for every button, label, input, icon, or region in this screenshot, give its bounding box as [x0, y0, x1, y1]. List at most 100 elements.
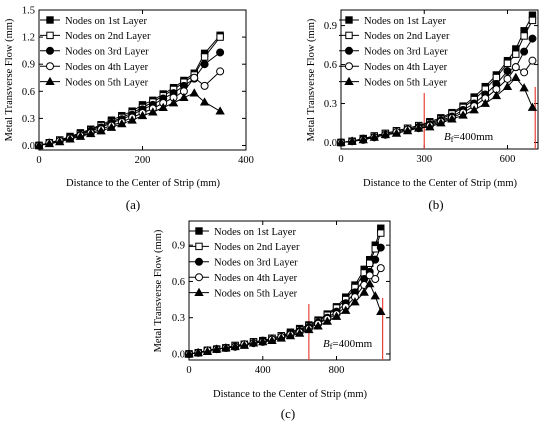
x-axis-label: Distance to the Center of Strip (mm)	[213, 389, 367, 400]
annotation-subscript: f	[330, 342, 333, 351]
data-point	[200, 53, 209, 61]
legend-marker	[46, 62, 54, 71]
data-point	[199, 97, 210, 106]
x-axis-label: Distance to the Center of Strip (mm)	[66, 178, 220, 189]
y-tick-label: 1.5	[22, 6, 35, 17]
data-point	[365, 279, 375, 288]
data-point	[527, 102, 538, 111]
chart-panel-2: 0 300 600 0.0 0.3 0.6 0.9 Distance to the Cente…	[306, 9, 539, 212]
y-tick-label: 1.2	[22, 33, 35, 44]
data-point	[377, 229, 385, 237]
annotation-value: =400mm	[332, 338, 372, 350]
y-tick-label: 0.3	[172, 313, 185, 324]
data-point	[502, 81, 513, 91]
y-axis-label: Metal Transverse Flow (mm)	[4, 18, 15, 141]
data-point	[391, 128, 402, 137]
data-point	[200, 81, 209, 90]
data-point	[158, 102, 168, 111]
data-point	[503, 59, 512, 67]
annotation-bf: Bf=400mm	[444, 131, 494, 144]
data-point	[520, 47, 529, 56]
data-point	[511, 72, 521, 81]
data-point	[376, 306, 386, 316]
data-point	[503, 67, 512, 76]
data-point	[376, 243, 385, 252]
legend-label: Nodes on 5th Layer	[364, 77, 448, 88]
data-point	[168, 98, 179, 107]
plot-frame	[340, 9, 539, 150]
legend-label: Nodes on 5th Layer	[65, 77, 149, 88]
y-tick-label: 0.9	[22, 60, 35, 71]
x-tick-label: 600	[500, 154, 516, 165]
annotation-bf: Bf=400mm	[323, 338, 373, 351]
legend-label: Nodes on 4th Layer	[364, 62, 448, 73]
data-point	[96, 126, 106, 135]
data-point	[371, 255, 380, 264]
data-point	[55, 137, 65, 146]
legend-marker	[46, 31, 54, 40]
data-point	[528, 56, 537, 65]
x-axis-label: Distance to the Center of Strip (mm)	[363, 178, 517, 189]
data-point	[216, 33, 224, 41]
data-point	[294, 328, 305, 337]
data-point	[106, 122, 117, 131]
data-point	[511, 63, 520, 72]
data-point	[216, 48, 225, 57]
data-point	[520, 68, 529, 77]
data-point	[402, 126, 413, 135]
series-5	[184, 279, 386, 358]
data-point	[189, 88, 199, 97]
data-point	[202, 346, 213, 355]
data-point	[137, 110, 148, 120]
y-tick-label: 0.9	[324, 21, 337, 32]
data-point	[258, 337, 268, 346]
legend-marker	[345, 31, 353, 40]
legend-label: Nodes on 2nd Layer	[364, 31, 450, 42]
data-point	[304, 324, 314, 334]
data-point	[211, 344, 222, 353]
y-tick-label: 0.3	[22, 114, 35, 125]
data-point	[117, 119, 127, 128]
y-axis-label: Metal Transverse Flow (mm)	[306, 18, 317, 141]
data-point	[248, 338, 259, 347]
data-point	[492, 73, 501, 82]
legend-marker	[345, 62, 353, 71]
legend-marker	[46, 16, 54, 24]
x-tick-label: 800	[329, 365, 345, 376]
data-point	[519, 83, 529, 92]
data-point	[512, 50, 520, 58]
data-point	[239, 340, 250, 349]
y-tick-label: 0.6	[172, 277, 185, 288]
legend-label: Nodes on 3rd Layer	[364, 47, 448, 58]
data-point	[86, 128, 96, 138]
data-point	[371, 275, 380, 284]
series-5	[336, 72, 538, 146]
data-point	[347, 136, 357, 145]
x-tick-label: 0	[338, 154, 343, 165]
data-point	[425, 122, 435, 131]
data-point	[469, 105, 479, 114]
data-point	[34, 140, 44, 149]
panel-label: (c)	[281, 406, 295, 421]
legend-marker	[344, 76, 354, 85]
y-tick-label: 0.6	[22, 87, 35, 98]
y-tick-label: 0.0	[324, 138, 337, 149]
x-tick-label: 0	[186, 365, 191, 376]
data-point	[365, 271, 374, 280]
data-point	[267, 335, 277, 345]
data-point	[75, 131, 86, 140]
annotation-symbol: B	[323, 338, 330, 350]
data-point	[322, 316, 332, 325]
y-axis-label: Metal Transverse Flow (mm)	[153, 229, 164, 352]
plot-frame	[188, 220, 391, 361]
data-point	[480, 98, 490, 107]
data-point	[503, 74, 512, 83]
data-point	[414, 123, 424, 132]
data-point	[366, 259, 374, 268]
data-point	[331, 311, 342, 320]
data-point	[230, 341, 240, 351]
x-tick-label: 400	[255, 365, 271, 376]
data-point	[528, 16, 537, 25]
legend-label: Nodes on 4th Layer	[214, 273, 298, 284]
